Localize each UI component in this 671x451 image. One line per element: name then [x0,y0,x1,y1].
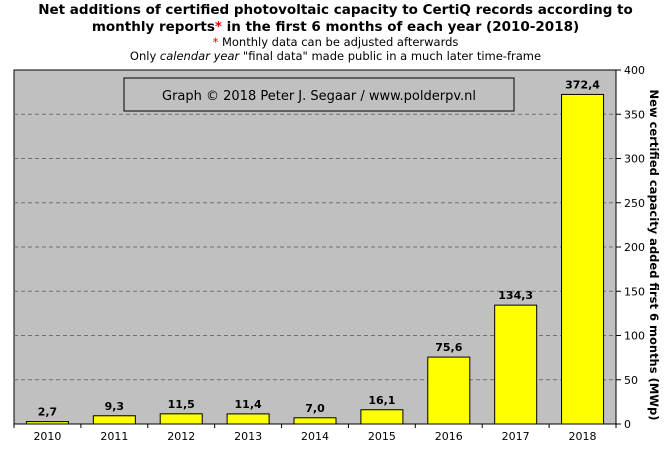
data-label: 7,0 [305,402,325,415]
subtitle-note-1-text: Monthly data can be adjusted afterwards [218,35,459,49]
y-tick-label: 150 [624,285,645,298]
x-tick-label: 2010 [33,430,61,443]
y-tick-label: 300 [624,153,645,166]
title-line-2-part-b: in the first 6 months of each year (2010… [221,19,580,35]
y-axis-label: New certified capacity added first 6 mon… [647,89,661,421]
data-label: 2,7 [38,406,58,419]
y-tick-label: 400 [624,64,645,77]
bar [226,413,270,425]
data-label: 75,6 [435,341,462,354]
bar [427,356,471,425]
subtitle-note-1: * Monthly data can be adjusted afterward… [212,35,459,49]
title-line-2: monthly reports* in the first 6 months o… [0,19,671,36]
subtitle-note-2: Only calendar year "final data" made pub… [0,49,671,63]
data-label: 134,3 [498,289,533,302]
bar [360,409,404,425]
data-label: 11,4 [235,398,262,411]
bar [92,415,136,425]
x-tick-label: 2018 [569,430,597,443]
y-tick-label: 50 [624,374,638,387]
data-label: 9,3 [105,400,125,413]
subtitle-note-2-b: "final data" made public in a much later… [239,49,542,63]
x-tick-label: 2014 [301,430,329,443]
y-tick-label: 350 [624,108,645,121]
x-tick-label: 2017 [502,430,530,443]
y-tick-label: 100 [624,330,645,343]
title-line-1: Net additions of certified photovoltaic … [38,2,633,18]
bar [159,413,203,425]
x-tick-label: 2015 [368,430,396,443]
title-asterisk: * [214,19,222,35]
x-tick-label: 2011 [100,430,128,443]
credit-text: Graph © 2018 Peter J. Segaar / www.polde… [162,89,476,104]
data-label: 16,1 [368,394,395,407]
y-tick-label: 0 [624,418,631,431]
x-tick-label: 2013 [234,430,262,443]
x-tick-label: 2016 [435,430,463,443]
chart-title: Net additions of certified photovoltaic … [0,2,671,36]
bar [25,421,69,425]
data-label: 372,4 [565,78,600,91]
title-line-2-part-a: monthly reports [91,19,215,35]
bar [561,93,605,425]
credit-box [123,77,515,112]
x-tick-label: 2012 [167,430,195,443]
subtitle-note-2-a: Only [129,49,160,63]
data-label: 11,5 [168,398,195,411]
subtitle-note-2-em: calendar year [159,49,240,63]
y-tick-label: 250 [624,197,645,210]
y-tick-label: 200 [624,241,645,254]
bar [293,417,337,425]
bar [494,304,538,425]
